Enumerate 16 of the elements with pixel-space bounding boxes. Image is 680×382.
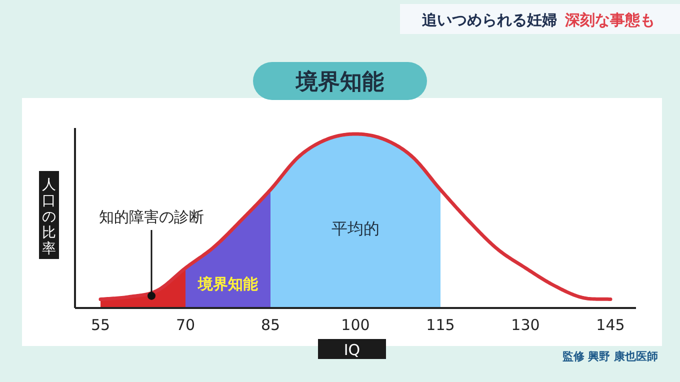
x-tick-label: 115 — [426, 316, 455, 334]
annotation: 知的障害の診断 — [99, 208, 204, 226]
annotation: 境界知能 — [197, 275, 259, 293]
annotation: 平均的 — [332, 219, 380, 238]
chart-title: 境界知能 — [295, 69, 384, 95]
x-axis-title: IQ — [344, 341, 360, 359]
text: 監修 興野 康也医師 — [562, 350, 658, 363]
x-tick-label: 145 — [596, 316, 625, 334]
x-tick-label: 130 — [511, 316, 540, 334]
x-tick-label: 70 — [176, 316, 196, 334]
text: 追いつめられる妊婦 — [421, 11, 557, 29]
x-tick-label: 100 — [341, 316, 370, 334]
text: 深刻な事態も — [564, 11, 655, 29]
y-axis-title: 人口の比率 — [42, 177, 56, 257]
x-tick-label: 85 — [260, 316, 280, 334]
x-tick-label: 55 — [90, 316, 110, 334]
